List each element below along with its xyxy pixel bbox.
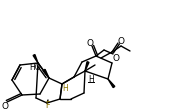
Text: F: F [46,100,50,109]
Polygon shape [85,62,89,71]
Polygon shape [33,55,38,63]
Text: HO: HO [29,63,41,72]
Polygon shape [43,70,49,78]
Text: O: O [118,37,125,46]
Text: H: H [88,75,94,84]
Text: O: O [1,102,8,111]
Text: H: H [62,84,68,93]
Polygon shape [108,79,115,88]
Text: O: O [112,54,119,63]
Text: O: O [86,39,93,48]
